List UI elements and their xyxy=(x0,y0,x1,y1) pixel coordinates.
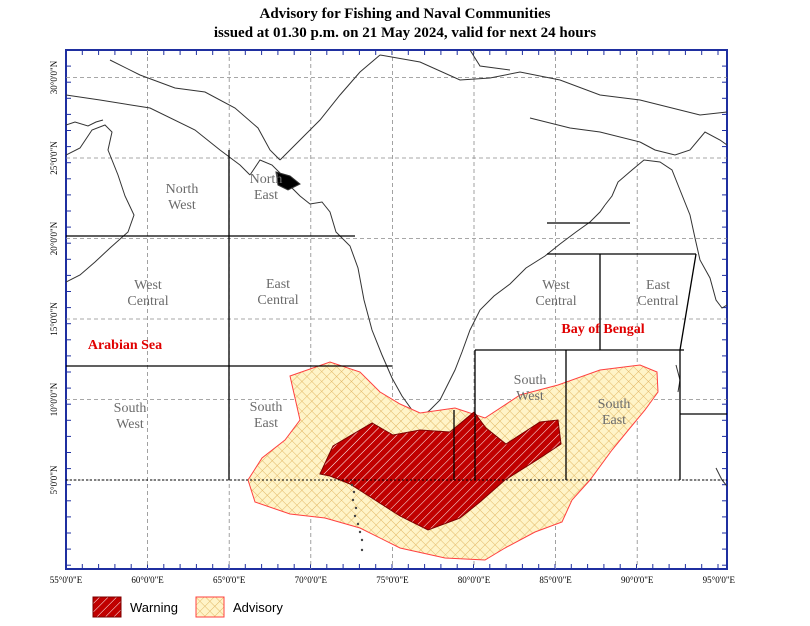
arabian-sea-label: Arabian Sea xyxy=(88,338,162,353)
x-tick-label: 75°0'0"E xyxy=(376,575,409,585)
legend-advisory-label: Advisory xyxy=(233,599,283,615)
region-east-central-bob: East Central xyxy=(637,278,678,309)
frame-ticks xyxy=(65,49,727,569)
y-tick-label: 15°0'0"N xyxy=(49,302,59,336)
legend-warning: Warning xyxy=(92,595,178,619)
region-south-west-bob: South West xyxy=(514,373,547,404)
map-subtitle: issued at 01.30 p.m. on 21 May 2024, val… xyxy=(213,25,597,41)
region-west-central-as: West Central xyxy=(127,278,168,309)
map-title: Advisory for Fishing and Naval Communiti… xyxy=(259,6,551,22)
x-tick-label: 70°0'0"E xyxy=(295,575,328,585)
warning-area xyxy=(319,411,562,531)
y-tick-label: 30°0'0"N xyxy=(49,60,59,94)
india-east-coast xyxy=(417,204,606,421)
region-south-east-as: South East xyxy=(250,400,283,431)
x-axis-labels: 55°0'0"E 60°0'0"E 65°0'0"E 70°0'0"E 75°0'0"E… xyxy=(50,575,736,585)
region-south-east-bob: South East xyxy=(598,397,631,428)
advisory-swatch xyxy=(195,596,225,618)
region-west-central-bob: West Central xyxy=(535,278,576,309)
region-east-central-as: East Central xyxy=(257,277,298,308)
bay-of-bengal-label: Bay of Bengal xyxy=(561,322,644,337)
x-tick-label: 65°0'0"E xyxy=(213,575,246,585)
x-tick-label: 80°0'0"E xyxy=(458,575,491,585)
legend-warning-label: Warning xyxy=(130,599,178,615)
oman-coast xyxy=(66,124,135,283)
region-south-west-as: South West xyxy=(114,401,147,432)
x-tick-label: 85°0'0"E xyxy=(539,575,572,585)
maldives-islands xyxy=(350,483,364,552)
x-tick-label: 95°0'0"E xyxy=(703,575,736,585)
x-tick-label: 55°0'0"E xyxy=(50,575,83,585)
y-tick-label: 10°0'0"N xyxy=(49,382,59,416)
y-tick-label: 20°0'0"N xyxy=(49,221,59,255)
region-north-west: North West xyxy=(166,182,199,213)
y-axis-labels: 5°0'0"N 10°0'0"N 15°0'0"N 20°0'0"N 25°0'0"N 3… xyxy=(49,60,59,494)
myanmar-coast xyxy=(604,159,727,309)
warning-swatch xyxy=(92,596,122,618)
y-tick-label: 25°0'0"N xyxy=(49,141,59,175)
region-north-east: North East xyxy=(250,172,283,203)
x-tick-label: 60°0'0"E xyxy=(131,575,164,585)
region-boundaries xyxy=(66,150,727,480)
legend-advisory: Advisory xyxy=(195,595,283,619)
y-tick-label: 5°0'0"N xyxy=(49,465,59,494)
x-tick-label: 90°0'0"E xyxy=(621,575,654,585)
